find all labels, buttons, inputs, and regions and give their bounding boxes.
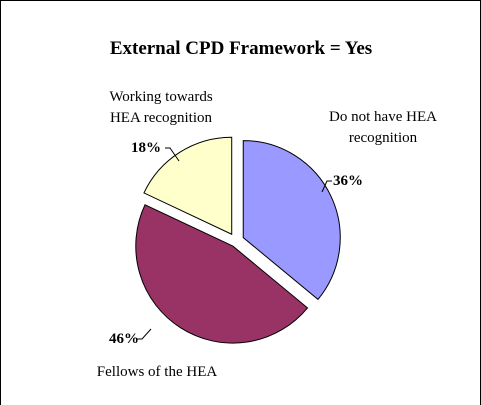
pie-slice-do-not-have-hea-recognition	[242, 140, 341, 301]
category-label-do-not-have-hea-recognition: Do not have HEA recognition	[329, 109, 437, 146]
slices-layer	[135, 136, 341, 344]
category-label-line: Do not have HEA	[329, 109, 437, 125]
leader-lines-layer	[137, 147, 332, 340]
category-label-line: recognition	[349, 130, 418, 146]
leader-line-do-not-have-hea-recognition	[321, 180, 332, 193]
leader-line-fellows-of-the-hea	[137, 328, 152, 340]
data-label-fellows-of-the-hea: 46%	[109, 331, 139, 347]
labels-layer: 36% Do not have HEA recognition 46% Fellows …	[97, 89, 437, 380]
pie-slice-working-towards-hea-recognition	[143, 136, 233, 236]
leader-line-working-towards-hea-recognition	[165, 147, 180, 162]
category-label-line: HEA recognition	[110, 110, 213, 126]
category-label-line: Fellows of the HEA	[97, 364, 218, 380]
category-label-fellows-of-the-hea: Fellows of the HEA	[97, 364, 218, 380]
category-label-working-towards-hea-recognition: Working towards HEA recognition	[109, 89, 213, 126]
category-label-line: Working towards	[109, 89, 213, 105]
chart-title: External CPD Framework = Yes	[110, 38, 372, 59]
data-label-do-not-have-hea-recognition: 36%	[333, 173, 363, 189]
pie-slice-fellows-of-the-hea	[135, 204, 309, 344]
data-label-working-towards-hea-recognition: 18%	[131, 140, 161, 156]
